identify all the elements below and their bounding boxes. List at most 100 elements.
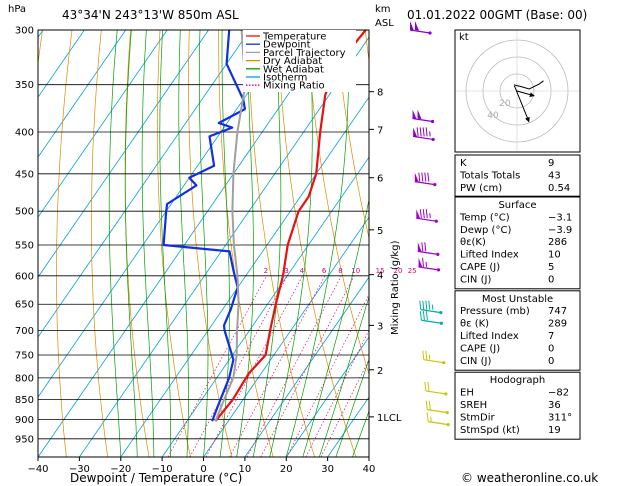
- most-unstable-label: Pressure (mb): [460, 306, 530, 317]
- dry-adiabat: [600, 30, 629, 457]
- surface-label: Temp (°C): [459, 212, 510, 223]
- x-tick-label: −40: [27, 464, 48, 475]
- isotherm: [38, 30, 251, 338]
- mixing-ratio-line: [246, 275, 342, 457]
- series-temperature: [214, 30, 367, 422]
- wind-barb: [419, 311, 443, 325]
- basic-index-label: Totals Totals: [459, 170, 520, 181]
- wind-barb-dot: [430, 119, 435, 124]
- surface-label: Dewp (°C): [460, 225, 511, 236]
- mixing-ratio-label: 8: [338, 267, 342, 275]
- wind-barb-staff: [420, 309, 441, 314]
- basic-index-label: PW (cm): [460, 183, 502, 194]
- hodograph-unit-label: kt: [459, 32, 469, 43]
- wind-barb-pennant: [417, 242, 422, 252]
- height-tick-label: 5: [377, 226, 383, 237]
- wind-barb-flag: [422, 300, 425, 310]
- mixing-ratio-axis-title: Mixing Ratio (g/kg): [390, 240, 401, 335]
- wind-barbs: [409, 21, 450, 427]
- hodograph-storm-motion: [516, 90, 535, 98]
- mixing-ratio-line: [286, 293, 369, 457]
- basic-index-label: K: [460, 158, 467, 169]
- wind-barb: [416, 209, 438, 223]
- pressure-tick-label: 850: [15, 395, 34, 406]
- most-unstable-label: CIN (J): [460, 356, 491, 367]
- most-unstable-value: 747: [548, 306, 567, 317]
- wind-barb-dot: [439, 321, 443, 325]
- mixing-ratio-label: 2: [264, 267, 268, 275]
- most-unstable-value: 0: [548, 356, 554, 367]
- wind-barb-flag: [424, 242, 427, 252]
- wind-barb-flag: [422, 257, 425, 267]
- most-unstable-value: 289: [548, 319, 567, 330]
- height-tick-label: 4: [377, 271, 383, 282]
- wind-barb-flag: [422, 350, 425, 360]
- wind-barb-dot: [433, 182, 437, 187]
- wind-barb-flag: [425, 400, 428, 410]
- wind-barb-flag: [427, 381, 430, 391]
- x-tick-label: −20: [110, 464, 131, 475]
- series-dewpoint: [162, 30, 246, 422]
- wind-barb-half-flag: [430, 416, 432, 422]
- surface-value: 10: [548, 250, 561, 261]
- hodograph-shear-vector: [513, 85, 530, 123]
- mixing-ratio-label: 10: [351, 267, 360, 275]
- wind-barb-pennant: [413, 127, 418, 138]
- hodograph-stats-value: −82: [548, 388, 569, 399]
- wind-barb-pennant: [415, 21, 419, 31]
- wind-barb-staff: [428, 421, 449, 426]
- hodograph-stats-value: 19: [548, 425, 561, 436]
- mixing-ratio-label: 15: [376, 267, 385, 275]
- legend-item-label: Temperature: [262, 32, 326, 43]
- isotherm: [38, 30, 168, 218]
- x-tick-label: −10: [152, 464, 173, 475]
- surface-value: 5: [548, 262, 554, 273]
- wind-barb: [414, 172, 437, 187]
- wind-barb-flag: [425, 350, 428, 360]
- mixing-ratio-label: 25: [408, 267, 417, 275]
- wind-barb-pennant: [416, 209, 421, 219]
- pressure-tick-label: 800: [15, 373, 34, 384]
- hodograph-stats-value: 36: [548, 400, 561, 411]
- wind-barb: [412, 109, 435, 124]
- height-tick-label: 7: [377, 125, 383, 136]
- wind-barb: [409, 21, 432, 35]
- wind-barb-dot: [428, 31, 432, 35]
- wind-barb-flag: [428, 400, 431, 410]
- wind-barb-half-flag: [428, 354, 431, 360]
- surface-value: 0: [548, 274, 554, 285]
- x-tick-label: 10: [239, 464, 252, 475]
- footer-credit: © weatheronline.co.uk: [461, 471, 598, 485]
- surface-value: 286: [548, 237, 567, 248]
- wind-barb-flag: [425, 209, 428, 219]
- basic-index-value: 9: [548, 158, 554, 169]
- wind-barb-dot: [446, 422, 450, 427]
- hodograph-stats-value: 311°: [548, 412, 572, 423]
- wet-adiabat: [124, 30, 138, 457]
- wet-adiabat: [352, 409, 369, 457]
- wet-adiabat: [141, 30, 155, 457]
- wind-barb: [422, 350, 446, 365]
- wind-barb-half-flag: [431, 304, 434, 310]
- wind-barb: [426, 412, 450, 427]
- km-label: km: [375, 4, 391, 15]
- temperature-ticks: −40 −30 −20 −10 0 10 20 30 40: [27, 457, 375, 475]
- mixing-ratio-label: 4: [300, 267, 305, 275]
- legend-background: [243, 30, 356, 92]
- wind-barb-dot: [434, 219, 438, 223]
- dry-adiabat: [188, 30, 233, 457]
- height-tick-label: 2: [377, 366, 383, 377]
- wind-barb-flag: [424, 381, 427, 391]
- plot-frame: [37, 29, 370, 458]
- isotherm: [203, 216, 369, 457]
- surface-title: Surface: [498, 200, 536, 211]
- wind-barb-dot: [442, 361, 446, 365]
- wet-adiabat: [269, 30, 313, 457]
- hodograph-stats-title: Hodograph: [490, 375, 545, 386]
- wind-barb-flag: [427, 172, 430, 182]
- height-tick-label: 1LCL: [377, 413, 402, 424]
- pressure-tick-label: 900: [15, 415, 34, 426]
- wet-adiabat: [219, 30, 230, 457]
